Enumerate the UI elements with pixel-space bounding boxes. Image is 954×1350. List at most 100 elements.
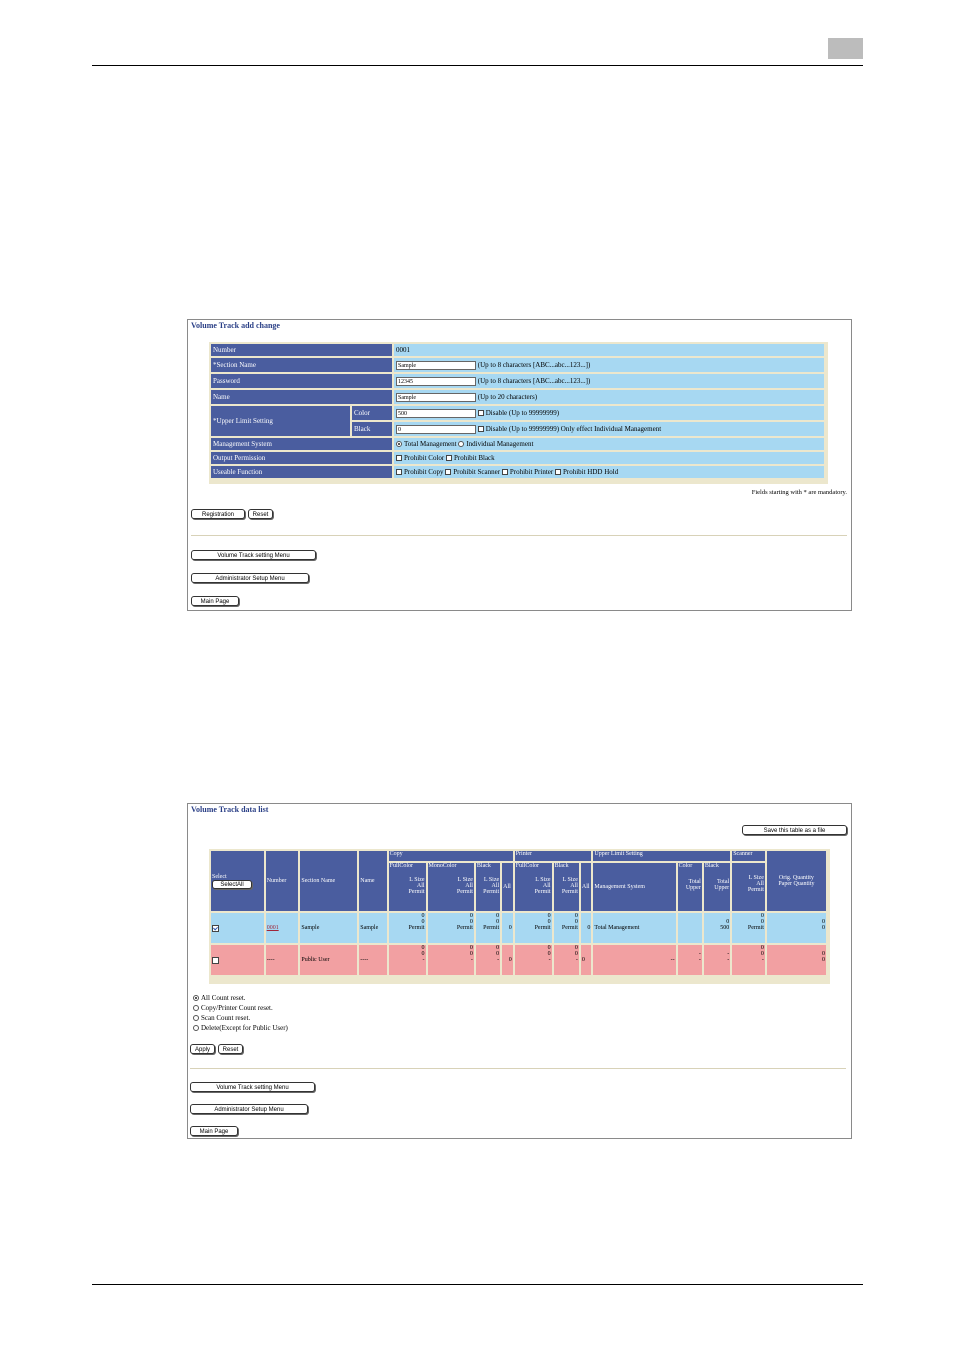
number-value: 0001 (394, 344, 824, 356)
name-hint: (Up to 20 characters) (477, 392, 538, 401)
registration-button[interactable]: Registration (191, 509, 245, 519)
number-link[interactable]: 0001 (266, 925, 279, 931)
printer-header: Printer (514, 851, 592, 861)
upper-limit-header: Upper Limit Setting (593, 851, 731, 861)
scanner-header: Scanner (732, 851, 765, 861)
password-hint: (Up to 8 characters [ABC...abc...123...]… (477, 376, 591, 385)
copy-black-cell: 0 0 Permit (483, 913, 500, 931)
section-cell: Public User (301, 957, 330, 963)
useable-function-label: Useable Function (211, 466, 392, 478)
prohibit-printer-checkbox[interactable] (501, 469, 508, 476)
printer-fullcolor-header: FullColor L Size All Permit (514, 863, 552, 911)
quantity-header: Orig. Quantity Paper Quantity (766, 851, 826, 911)
copy-header: Copy (388, 851, 513, 861)
prohibit-black-checkbox[interactable] (446, 455, 453, 462)
prohibit-color-label: Prohibit Color (404, 454, 445, 462)
copy-fullcolor-header: FullColor L Size All Permit (388, 863, 426, 911)
printer-all-cell: 0 (581, 957, 585, 963)
number-cell: 0001 (266, 913, 299, 943)
upper-black-input[interactable]: 0 (396, 424, 476, 434)
printer-fullcolor-cell: 0 0 Permit (534, 913, 551, 931)
select-cell (211, 945, 264, 975)
reset-button[interactable]: Reset (218, 1044, 243, 1054)
upper-color-header: Color Total Upper (677, 863, 702, 911)
scanner-sub-header: L Size All Permit (732, 863, 765, 911)
select-all-button[interactable]: SelectAll (212, 879, 252, 889)
number-label: Number (211, 344, 392, 356)
panel-title: Volume Track data list (191, 805, 269, 814)
option-delete[interactable]: Delete(Except for Public User) (193, 1024, 288, 1032)
prohibit-copy-checkbox[interactable] (396, 469, 402, 476)
upper-color-input[interactable]: 500 (396, 408, 476, 418)
copy-monocolor-cell: 0 0 Permit (456, 913, 473, 931)
upper-black-cell: 0 500 (720, 919, 730, 931)
section-name-label: *Section Name (211, 358, 392, 372)
mandatory-note: Fields starting with * are mandatory. (751, 489, 847, 496)
reset-button[interactable]: Reset (248, 509, 273, 519)
prohibit-hdd-hold-checkbox[interactable] (554, 469, 561, 476)
select-cell (211, 913, 264, 943)
prohibit-black-label: Prohibit Black (454, 454, 495, 462)
save-table-button[interactable]: Save this table as a file (742, 825, 847, 835)
administrator-setup-menu-button[interactable]: Administrator Setup Menu (191, 573, 309, 583)
copy-all-cell: 0 (508, 925, 512, 931)
name-label: Name (211, 390, 392, 404)
number-header: Number (265, 851, 299, 911)
total-management-label: Total Management (404, 440, 457, 448)
management-system-label: Management System (211, 438, 392, 450)
select-header: Select SelectAll (211, 851, 264, 911)
row-select-checkbox[interactable] (212, 956, 219, 964)
option-all-count-reset[interactable]: All Count reset. (193, 994, 246, 1002)
number-cell: ---- (266, 957, 275, 963)
divider (191, 535, 847, 536)
management-system-cell: Total Management (594, 925, 640, 931)
form-frame: Number 0001 *Section Name Sample (Up to … (209, 342, 828, 484)
copy-all-header: All (502, 863, 513, 911)
section-name-header: Section Name (300, 851, 358, 911)
individual-management-label: Individual Management (466, 440, 534, 448)
scanner-cell: 0 0 Permit (747, 913, 764, 931)
volume-track-setting-menu-button[interactable]: Volume Track setting Menu (190, 1082, 315, 1092)
upper-color-disable-checkbox[interactable] (477, 410, 484, 416)
individual-management-radio[interactable] (458, 441, 465, 448)
footer-rule (92, 1284, 863, 1285)
management-system-header: Management System (593, 863, 676, 911)
total-management-radio[interactable] (396, 441, 402, 448)
upper-limit-label: *Upper Limit Setting (211, 406, 350, 436)
panel-title: Volume Track add change (191, 321, 280, 330)
upper-color-disable-label: Disable (Up to 99999999) (485, 408, 560, 417)
prohibit-scanner-checkbox[interactable] (445, 469, 452, 476)
prohibit-color-checkbox[interactable] (396, 455, 402, 462)
upper-black-cell: -- (727, 951, 730, 963)
administrator-setup-menu-button[interactable]: Administrator Setup Menu (190, 1104, 308, 1114)
upper-color-cell (678, 913, 702, 943)
option-scan-count-reset[interactable]: Scan Count reset. (193, 1014, 250, 1022)
prohibit-printer-label: Prohibit Printer (509, 468, 554, 476)
row-select-checkbox[interactable] (212, 924, 219, 932)
volume-track-add-change-panel: Volume Track add change Number 0001 *Sec… (187, 319, 852, 611)
printer-black-cell: 0 0 Permit (561, 913, 578, 931)
upper-black-disable-checkbox[interactable] (477, 426, 484, 432)
prohibit-copy-label: Prohibit Copy (404, 468, 444, 476)
printer-black-header: Black L Size All Permit (553, 863, 579, 911)
section-name-input[interactable]: Sample (396, 360, 476, 370)
option-copy-printer-reset[interactable]: Copy/Printer Count reset. (193, 1004, 273, 1012)
section-cell: Sample (301, 925, 320, 931)
name-cell: Sample (360, 925, 379, 931)
section-name-hint: (Up to 8 characters [ABC...abc...123...]… (477, 360, 591, 369)
volume-track-setting-menu-button[interactable]: Volume Track setting Menu (191, 550, 316, 560)
page-tab-marker (828, 38, 863, 59)
name-input[interactable]: Sample (396, 392, 476, 402)
password-input[interactable]: 12345 (396, 376, 476, 386)
main-page-button[interactable]: Main Page (190, 1126, 238, 1136)
apply-button[interactable]: Apply (190, 1044, 215, 1054)
main-page-button[interactable]: Main Page (191, 596, 239, 606)
